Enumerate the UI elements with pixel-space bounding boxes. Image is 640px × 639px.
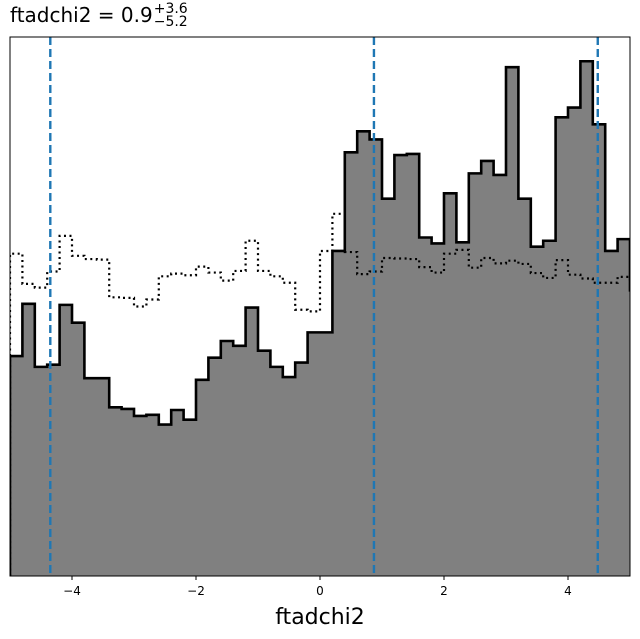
posterior-bar <box>630 290 640 576</box>
posterior-bar <box>158 424 172 576</box>
x-axis-ticks: −4 −2 0 2 4 <box>63 576 572 598</box>
posterior-bar <box>22 303 36 576</box>
x-tick-label: 2 <box>440 584 448 598</box>
posterior-bar <box>382 198 395 576</box>
posterior-bar <box>121 408 135 576</box>
posterior-bar <box>419 237 432 576</box>
posterior-bar <box>134 415 147 576</box>
title-uncertainty: +3.6 −5.2 <box>153 1 188 30</box>
posterior-bar <box>580 61 594 576</box>
posterior-bar <box>456 242 470 576</box>
posterior-outline <box>10 59 630 576</box>
x-axis-label: ftadchi2 <box>275 605 365 630</box>
posterior-bar <box>568 107 581 576</box>
posterior-bar <box>481 160 494 576</box>
posterior-bar <box>493 174 507 576</box>
posterior-bar <box>72 322 85 576</box>
posterior-bar <box>518 198 532 576</box>
plot-area <box>10 37 640 576</box>
posterior-bar <box>468 173 482 576</box>
posterior-bar <box>84 378 98 576</box>
chart-title: ftadchi2 = 0.9 +3.6 −5.2 <box>10 0 188 36</box>
x-tick-label: −4 <box>63 584 81 598</box>
title-upper-error: +3.6 <box>153 1 188 17</box>
title-prefix: ftadchi2 = 0.9 <box>10 3 153 27</box>
posterior-bar <box>282 377 296 576</box>
posterior-bar <box>605 250 618 576</box>
posterior-bar <box>530 246 544 576</box>
posterior-bar <box>357 131 370 576</box>
posterior-bar <box>10 356 23 576</box>
posterior-bar <box>543 240 556 576</box>
posterior-bar <box>431 243 445 576</box>
posterior-bar <box>146 414 160 576</box>
posterior-bar <box>369 139 383 576</box>
posterior-bar <box>245 307 259 576</box>
posterior-bar <box>258 350 271 576</box>
posterior-bar <box>183 419 197 576</box>
title-lower-error: −5.2 <box>153 14 188 30</box>
posterior-bar <box>444 193 457 576</box>
posterior-bar <box>109 407 122 576</box>
posterior-bar <box>307 332 321 576</box>
posterior-bar <box>295 362 308 576</box>
posterior-bar <box>59 304 73 576</box>
posterior-bar <box>406 153 420 576</box>
x-tick-label: 0 <box>316 584 324 598</box>
posterior-bar <box>344 152 358 576</box>
posterior-bar <box>171 409 184 576</box>
posterior-bar <box>208 357 222 576</box>
x-tick-label: −2 <box>187 584 205 598</box>
posterior-bar <box>196 379 209 576</box>
posterior-bar <box>233 345 246 576</box>
x-tick-label: 4 <box>564 584 572 598</box>
posterior-bar <box>506 67 519 576</box>
posterior-bar <box>332 250 346 576</box>
posterior-bar <box>270 366 284 576</box>
posterior-bar <box>220 340 234 576</box>
posterior-bar <box>96 378 110 576</box>
posterior-bar <box>617 239 630 576</box>
posterior-bar <box>34 366 48 576</box>
posterior-bar <box>592 124 606 576</box>
posterior-bar <box>555 117 569 576</box>
posterior-bar <box>320 332 333 576</box>
posterior-bar <box>394 155 408 576</box>
